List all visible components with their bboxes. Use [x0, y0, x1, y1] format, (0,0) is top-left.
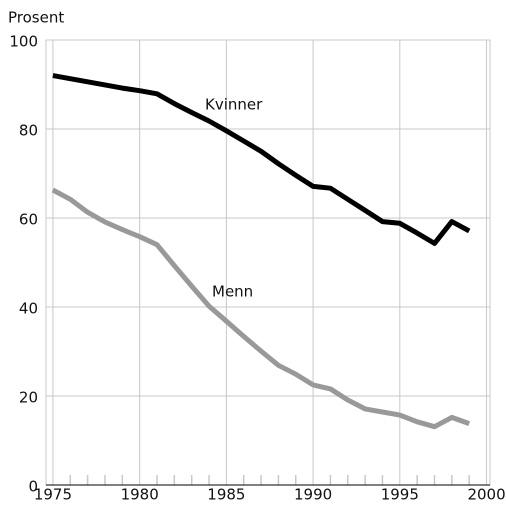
x-tick-label: 1990	[294, 486, 332, 504]
y-axis-label: Prosent	[8, 9, 64, 27]
series-label: Kvinner	[205, 96, 263, 114]
series-line	[51, 187, 471, 430]
y-tick-label: 40	[19, 300, 38, 318]
y-tick-label: 60	[19, 211, 38, 229]
x-tick-label: 1985	[207, 486, 245, 504]
x-tick-label: 1995	[381, 486, 419, 504]
y-tick-label: 80	[19, 122, 38, 140]
y-tick-label: 100	[9, 33, 38, 51]
plot-frame	[45, 39, 491, 486]
y-tick-label: 20	[19, 389, 38, 407]
x-tick-label: 1975	[34, 486, 72, 504]
y-tick-label: 0	[28, 478, 38, 496]
series-line	[52, 73, 471, 246]
series-label: Menn	[212, 283, 253, 301]
x-tick-label: 2000	[467, 486, 505, 504]
x-tick-label: 1980	[121, 486, 159, 504]
